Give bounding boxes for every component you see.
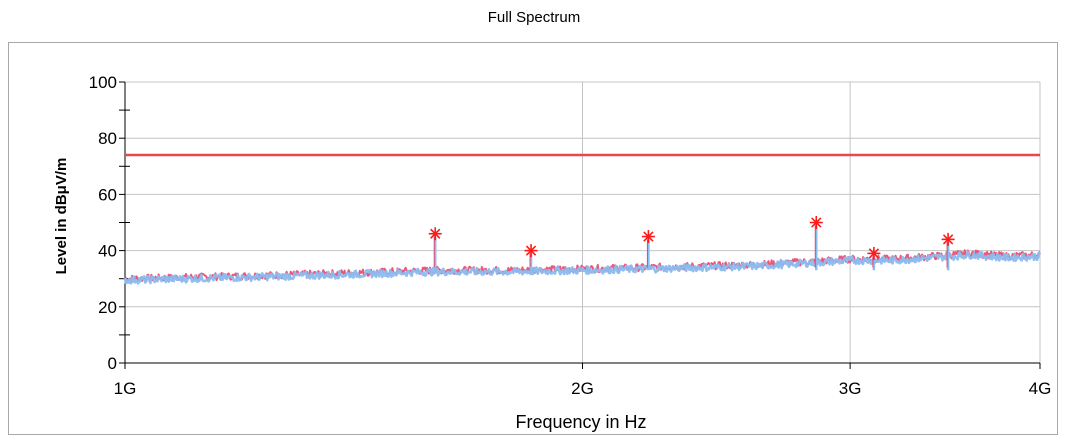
axes [119, 81, 1041, 369]
y-tick-label: 60 [98, 185, 117, 204]
series-trace [123, 250, 1042, 285]
y-tick-label: 20 [98, 298, 117, 317]
x-tick-label: 1G [114, 379, 137, 398]
y-axis-label: Level in dBμV/m [53, 158, 70, 275]
peak-marker [428, 227, 442, 241]
chart-title: Full Spectrum [487, 9, 581, 26]
x-tick-label: 2G [571, 379, 594, 398]
labels-layer: 0 20 40 60 80 100 1G 2G 3G 4G [89, 73, 1052, 398]
peak-marker [524, 244, 538, 258]
y-tick-label: 40 [98, 242, 117, 261]
peak-marker [941, 232, 955, 246]
x-tick-label: 4G [1029, 379, 1052, 398]
y-tick-label: 0 [108, 354, 117, 373]
peak-marker [641, 230, 655, 244]
chart-frame [8, 42, 1058, 435]
y-tick-label: 100 [89, 73, 117, 92]
grid [125, 81, 1041, 364]
markers-layer [428, 216, 955, 260]
peak-marker [809, 216, 823, 229]
traces [123, 249, 1042, 285]
x-tick-label: 3G [839, 379, 862, 398]
y-tick-label: 80 [98, 129, 117, 148]
x-axis-label: Frequency in Hz [515, 412, 646, 432]
peak-marker [867, 246, 881, 260]
